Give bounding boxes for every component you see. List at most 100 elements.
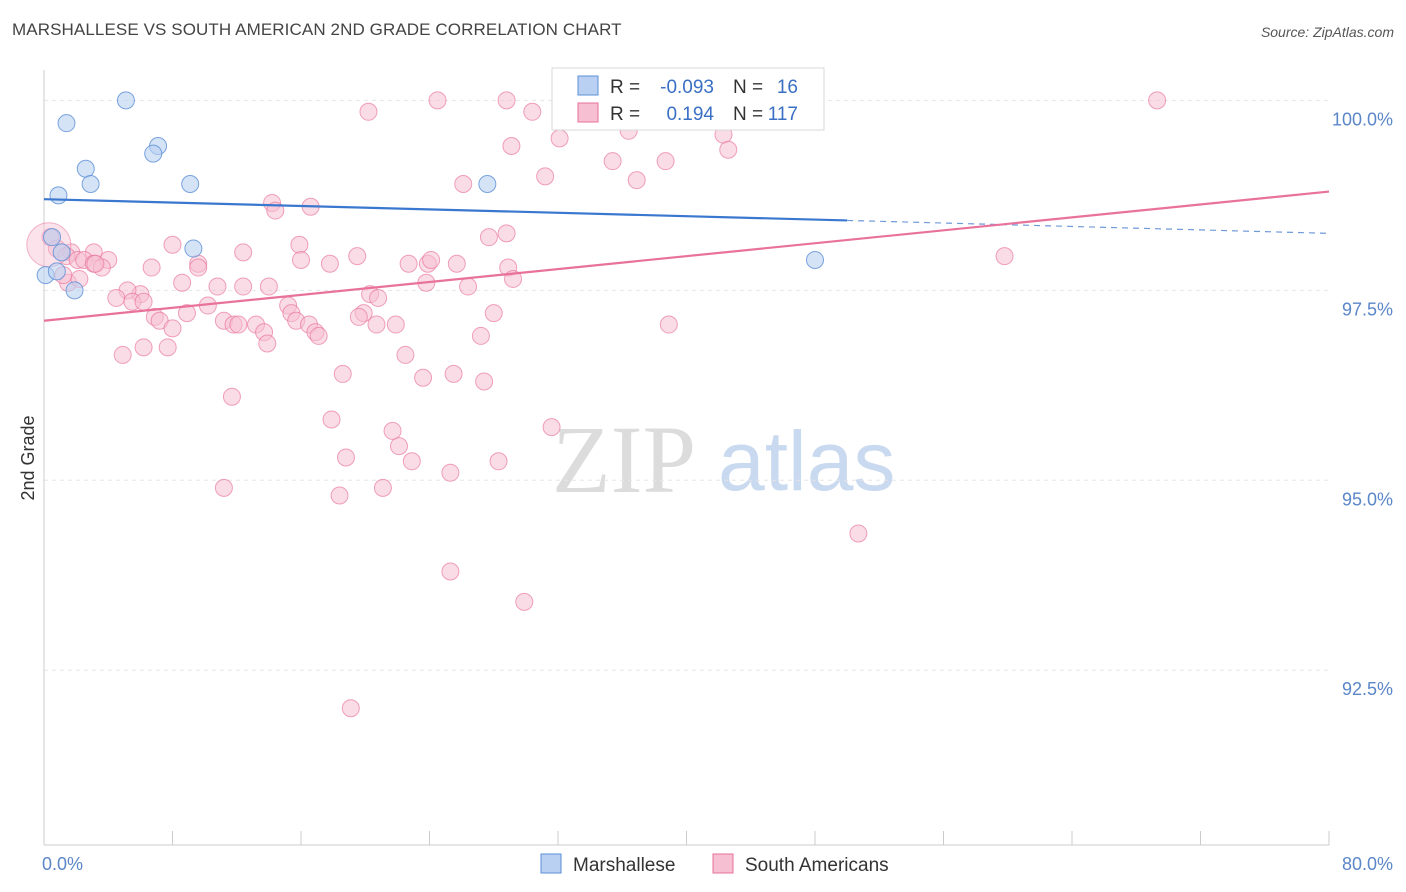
south-american-point <box>359 102 378 121</box>
correlation-legend: R = -0.093 N = 16 R = 0.194 N = 117 <box>551 67 825 131</box>
south-american-point <box>719 140 738 159</box>
south-american-point <box>107 288 126 307</box>
legend-r-label-2: R = <box>610 104 640 125</box>
y-tick-label: 97.5% <box>1342 299 1393 319</box>
legend-r-value-2: 0.194 <box>666 104 714 125</box>
legend-swatch-south-americans <box>577 102 599 123</box>
south-american-point <box>422 250 441 269</box>
south-american-point <box>369 288 388 307</box>
south-american-point <box>189 258 208 277</box>
marshallese-point <box>184 239 203 258</box>
south-american-point <box>484 304 503 323</box>
legend-n-label-1: N = <box>733 77 763 98</box>
south-american-point <box>659 315 678 334</box>
y-tick-labels: 100.0% 97.5% 95.0% 92.5% <box>1332 109 1393 699</box>
marshallese-point <box>181 174 200 193</box>
legend-swatch-marshallese <box>577 75 599 96</box>
south-american-point <box>163 319 182 338</box>
marshallese-point <box>116 91 135 110</box>
bottom-legend-south-americans: South Americans <box>745 855 889 876</box>
x-tick-labels: 0.0% 80.0% <box>42 854 1393 874</box>
south-american-point <box>502 136 521 155</box>
south-american-point <box>259 277 278 296</box>
marshallese-point <box>49 186 68 205</box>
watermark-atlas: atlas <box>718 414 895 508</box>
south-american-point <box>849 524 868 543</box>
south-american-point <box>627 171 646 190</box>
watermark-zip: ZIP <box>552 406 696 513</box>
south-american-point <box>134 292 153 311</box>
x-tick-label: 0.0% <box>42 854 83 874</box>
marshallese-trend-extension <box>847 219 1330 234</box>
south-american-point <box>497 224 516 243</box>
south-american-point <box>177 304 196 323</box>
south-american-point <box>389 437 408 456</box>
south-american-point <box>414 368 433 387</box>
south-american-point <box>386 315 405 334</box>
south-american-point <box>229 315 248 334</box>
marshallese-point <box>47 262 66 281</box>
chart-source: Source: ZipAtlas.com <box>1260 24 1394 40</box>
south-american-point <box>441 562 460 581</box>
bottom-legend-marshallese: Marshallese <box>573 855 675 876</box>
marshallese-point <box>65 281 84 300</box>
south-american-point <box>603 152 622 171</box>
marshallese-point <box>478 174 497 193</box>
south-american-point <box>489 452 508 471</box>
y-tick-label: 92.5% <box>1342 679 1393 699</box>
y-axis-label: 2nd Grade <box>18 415 38 500</box>
y-tick-label: 100.0% <box>1332 109 1393 129</box>
south-american-point <box>214 478 233 497</box>
legend-r-label-1: R = <box>610 77 640 98</box>
south-american-point <box>471 326 490 345</box>
south-american-point <box>444 364 463 383</box>
south-american-point <box>330 486 349 505</box>
south-american-point <box>86 254 105 273</box>
x-tick-label: 80.0% <box>1342 854 1393 874</box>
marshallese-points <box>36 91 824 300</box>
bottom-legend-swatch-south-americans <box>712 853 734 874</box>
south-american-point <box>367 315 386 334</box>
south-american-point <box>290 235 309 254</box>
south-american-point <box>234 277 253 296</box>
south-american-point <box>113 345 132 364</box>
south-american-point <box>373 478 392 497</box>
south-american-point <box>134 338 153 357</box>
south-american-point <box>309 326 328 345</box>
series-legend: Marshallese South Americans <box>540 853 889 876</box>
south-american-point <box>142 258 161 277</box>
south-american-point <box>222 387 241 406</box>
marshallese-point <box>81 174 100 193</box>
south-american-point <box>173 273 192 292</box>
south-american-point <box>349 307 368 326</box>
south-american-point <box>454 174 473 193</box>
south-american-point <box>542 418 561 437</box>
south-american-point <box>459 277 478 296</box>
south-american-point <box>320 254 339 273</box>
south-american-point <box>348 247 367 266</box>
marshallese-point <box>806 250 824 269</box>
south-american-point <box>428 91 447 110</box>
south-american-point <box>208 277 227 296</box>
legend-n-value-2: 117 <box>768 104 798 125</box>
south-american-point <box>341 699 360 718</box>
marshallese-point <box>52 243 71 262</box>
south-american-point <box>447 254 466 273</box>
south-american-point <box>497 91 516 110</box>
gridlines <box>44 99 1329 671</box>
south-american-point <box>550 129 569 148</box>
south-american-point <box>441 463 460 482</box>
legend-r-value-1: -0.093 <box>660 77 714 98</box>
south-american-point <box>158 338 177 357</box>
south-american-point <box>234 243 253 262</box>
trend-lines <box>43 190 1330 322</box>
south-american-point <box>333 364 352 383</box>
marshallese-point <box>57 114 76 133</box>
marshallese-point <box>144 144 163 163</box>
south-americans-trend-line <box>43 190 1330 322</box>
south-american-point <box>258 334 277 353</box>
y-tick-label: 95.0% <box>1342 489 1393 509</box>
legend-n-label-2: N = <box>733 104 763 125</box>
south-american-point <box>163 235 182 254</box>
